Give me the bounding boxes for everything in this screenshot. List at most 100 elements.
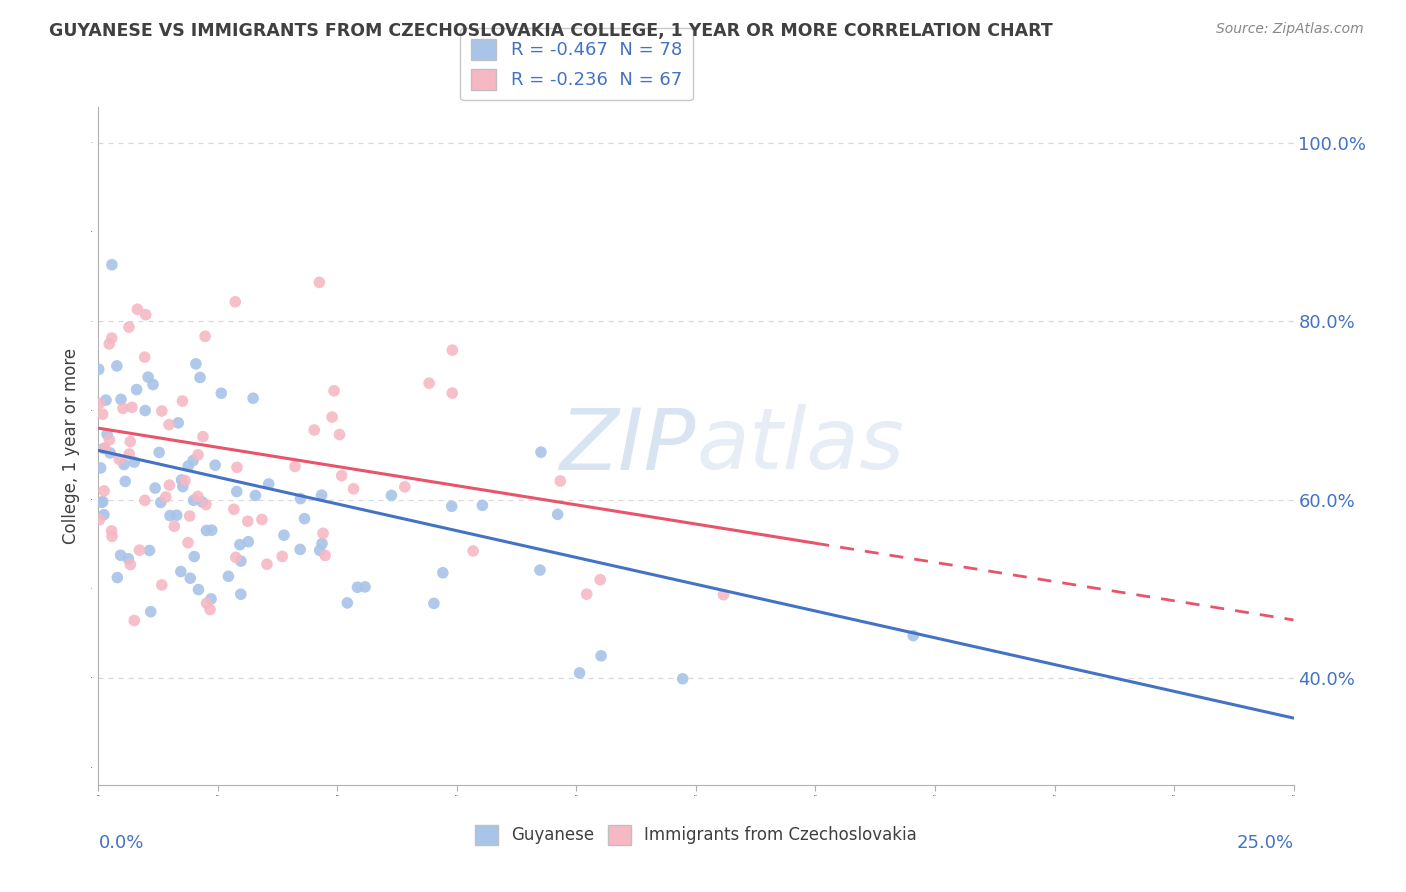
Point (225, 484, 247, 499)
Point (108, 452, 131, 467)
Point (91, 494, 114, 508)
Point (138, 543, 160, 558)
Point (150, 578, 173, 592)
Point (288, 542, 311, 557)
Point (238, 534, 260, 549)
Point (114, 475, 136, 489)
Point (124, 614, 146, 628)
Point (245, 488, 267, 502)
Point (330, 468, 353, 483)
Point (170, 473, 193, 487)
Point (93, 508, 115, 522)
Point (311, 488, 333, 502)
Point (463, 544, 485, 558)
Point (548, 474, 571, 488)
Point (96, 427, 118, 442)
Point (143, 481, 166, 495)
Point (122, 455, 145, 469)
Point (273, 528, 295, 542)
Point (120, 434, 142, 449)
Point (188, 370, 211, 384)
Point (159, 508, 181, 523)
Point (98, 337, 121, 351)
Point (195, 596, 218, 610)
Text: Source: ZipAtlas.com: Source: ZipAtlas.com (1216, 22, 1364, 37)
Point (256, 557, 278, 571)
Text: atlas: atlas (696, 404, 904, 488)
Point (222, 502, 245, 516)
Point (155, 490, 177, 504)
Point (312, 526, 335, 541)
Point (157, 478, 180, 492)
Point (530, 445, 553, 459)
Point (98, 433, 121, 447)
Point (229, 554, 252, 568)
Point (591, 648, 613, 663)
Point (94, 393, 117, 408)
Point (172, 394, 194, 409)
Point (225, 550, 247, 565)
Point (93, 483, 115, 498)
Point (98, 446, 121, 460)
Point (304, 423, 326, 437)
Point (380, 488, 402, 502)
Point (179, 508, 201, 523)
Point (117, 551, 139, 566)
Point (394, 480, 416, 494)
Text: GUYANESE VS IMMIGRANTS FROM CZECHOSLOVAKIA COLLEGE, 1 YEAR OR MORE CORRELATION C: GUYANESE VS IMMIGRANTS FROM CZECHOSLOVAK… (49, 22, 1053, 40)
Point (284, 459, 307, 474)
Text: 25.0%: 25.0% (1236, 834, 1294, 852)
Point (184, 357, 207, 371)
Point (174, 474, 197, 488)
Point (183, 549, 205, 564)
Point (157, 417, 180, 432)
Point (198, 602, 221, 616)
Point (139, 605, 162, 619)
Point (195, 524, 218, 538)
Point (713, 588, 735, 602)
Point (177, 459, 200, 474)
Point (575, 587, 598, 601)
Point (547, 508, 569, 522)
Point (121, 401, 143, 415)
Point (177, 535, 200, 549)
Point (149, 495, 172, 509)
Point (128, 543, 150, 558)
Point (111, 401, 134, 416)
Point (423, 596, 446, 610)
Point (179, 571, 201, 585)
Point (903, 629, 925, 643)
Point (257, 477, 280, 491)
Point (328, 427, 350, 442)
Point (94, 441, 117, 455)
Point (105, 359, 128, 373)
Point (90, 461, 112, 475)
Point (271, 549, 294, 564)
Point (568, 665, 591, 680)
Point (187, 582, 209, 597)
Point (134, 350, 156, 364)
Point (229, 587, 252, 601)
Point (441, 343, 464, 357)
Point (336, 596, 359, 610)
Point (418, 376, 440, 391)
Point (200, 591, 222, 606)
Point (217, 569, 239, 583)
Point (183, 493, 205, 508)
Point (191, 429, 214, 443)
Point (250, 512, 273, 526)
Point (441, 386, 464, 401)
Point (148, 445, 170, 459)
Point (125, 383, 148, 397)
Point (242, 391, 264, 405)
Point (110, 392, 132, 407)
Point (166, 508, 188, 523)
Point (167, 416, 190, 430)
Point (229, 538, 252, 552)
Point (354, 580, 377, 594)
Text: 0.0%: 0.0% (98, 834, 143, 852)
Point (89, 396, 111, 410)
Point (150, 404, 173, 418)
Point (136, 370, 159, 384)
Point (440, 500, 463, 514)
